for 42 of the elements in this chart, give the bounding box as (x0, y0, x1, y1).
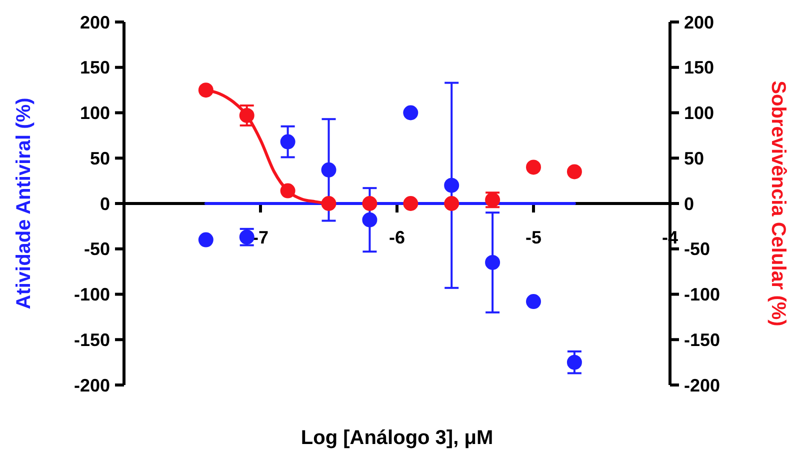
point (321, 196, 336, 211)
y2-tick-label: -200 (684, 375, 720, 396)
y-tick-label: -200 (74, 375, 110, 396)
y2-tick-label: 150 (684, 58, 714, 78)
point (403, 105, 418, 120)
point (566, 354, 582, 370)
y2-tick-label: -150 (684, 330, 720, 350)
y2-tick-label: -50 (684, 239, 710, 260)
point (280, 134, 296, 150)
x-tick-label: -6 (388, 228, 406, 248)
y2-tick-label: 200 (684, 12, 714, 32)
point (526, 294, 541, 310)
y-tick-label: 150 (80, 58, 110, 78)
x-tick-label: -7 (252, 228, 269, 248)
point (362, 212, 378, 228)
y-tick-label: 200 (80, 12, 110, 32)
point (362, 196, 378, 211)
y-tick-label: 50 (90, 148, 110, 168)
point (198, 232, 214, 248)
y2-tick-label: 100 (684, 103, 714, 124)
y2-tick-label: 50 (684, 148, 704, 168)
point (403, 196, 418, 211)
y-tick-label: 100 (80, 103, 110, 124)
y-tick-label: -150 (74, 330, 110, 350)
y2-tick-label: -100 (684, 284, 720, 305)
point (321, 162, 336, 178)
y-tick-label: 0 (100, 194, 110, 214)
point (198, 82, 214, 98)
y-tick-label: -100 (74, 284, 110, 305)
point (280, 183, 296, 198)
x-axis-title: Log [Análogo 3], μM (300, 427, 494, 449)
y-tick-label: -50 (84, 239, 110, 260)
point (444, 178, 460, 193)
point (566, 164, 582, 180)
point (239, 108, 254, 123)
y-axis-title: Atividade Antiviral (%) (13, 98, 35, 310)
x-tick-label: -5 (525, 228, 542, 248)
y2-tick-label: 0 (684, 194, 694, 214)
point (526, 160, 541, 175)
point (444, 196, 460, 211)
y2-axis-title: Sobrevivência Celular (%) (767, 80, 789, 326)
point (485, 254, 500, 270)
